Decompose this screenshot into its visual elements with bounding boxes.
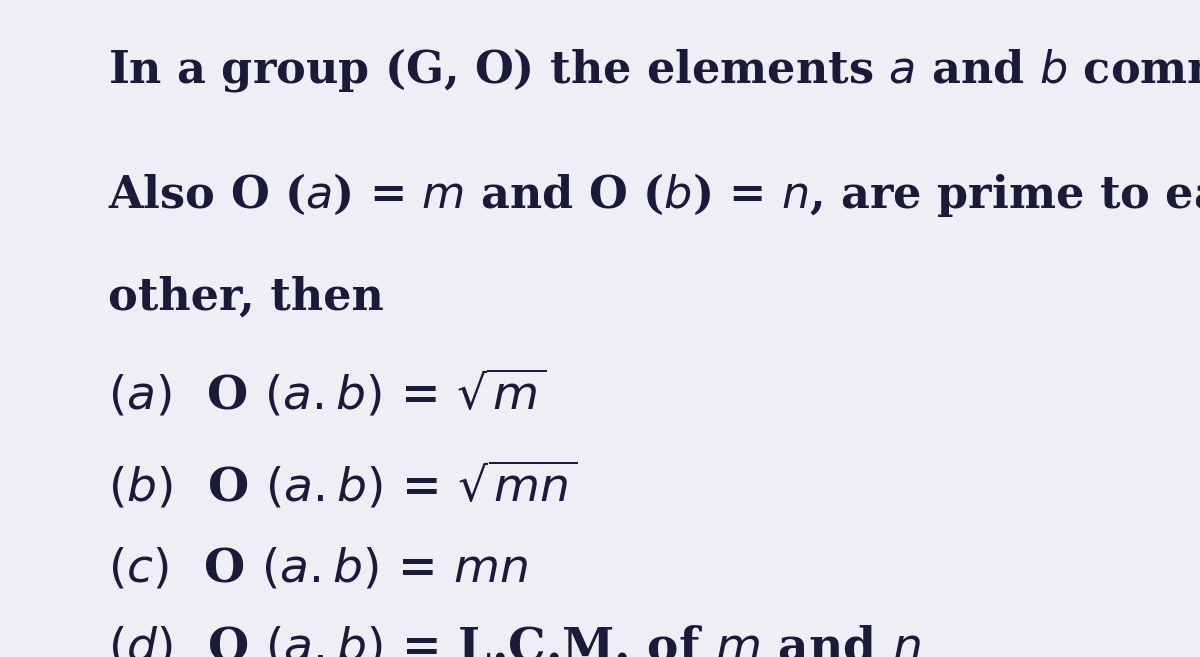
Text: $\mathit{(d)}$  O $\mathit{(a.b)}$ = L.C.M. of $\mathit{m}$ and $\mathit{n}$: $\mathit{(d)}$ O $\mathit{(a.b)}$ = L.C.… bbox=[108, 624, 920, 657]
Text: In a group (G, O) the elements $\it{a}$ and $\it{b}$ commute.: In a group (G, O) the elements $\it{a}$ … bbox=[108, 46, 1200, 94]
Text: $\mathit{(c)}$  O $\mathit{(a.b)}$ = $\mathit{mn}$: $\mathit{(c)}$ O $\mathit{(a.b)}$ = $\ma… bbox=[108, 545, 529, 591]
Text: $\mathit{(b)}$  O $\mathit{(a.b)}$ = $\sqrt{mn}$: $\mathit{(b)}$ O $\mathit{(a.b)}$ = $\sq… bbox=[108, 460, 577, 512]
Text: other, then: other, then bbox=[108, 276, 384, 319]
Text: $\mathit{(a)}$  O $\mathit{(a.b)}$ = $\sqrt{m}$: $\mathit{(a)}$ O $\mathit{(a.b)}$ = $\sq… bbox=[108, 368, 547, 420]
Text: Also O ($\it{a}$) = $\it{m}$ and O ($\it{b}$) = $\it{n}$, are prime to each: Also O ($\it{a}$) = $\it{m}$ and O ($\it… bbox=[108, 171, 1200, 219]
